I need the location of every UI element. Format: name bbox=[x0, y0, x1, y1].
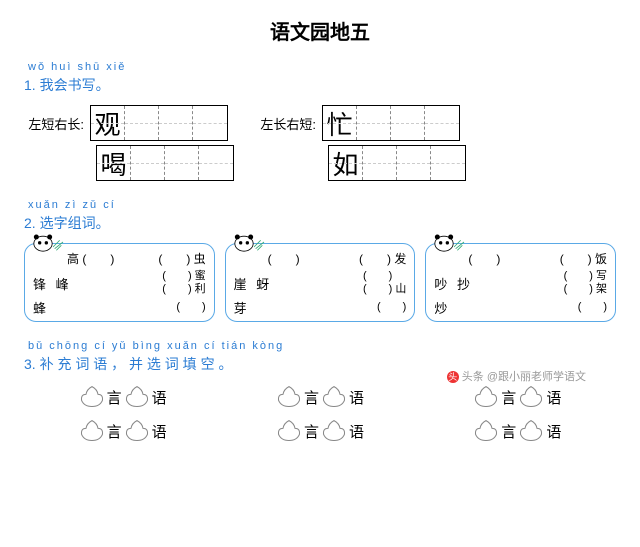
char-cell[interactable]: 观 bbox=[91, 106, 125, 140]
watermark: 头头条 @跟小丽老师学语文 bbox=[447, 368, 586, 384]
idiom-item[interactable]: 言 语 bbox=[276, 384, 364, 410]
idiom-char: 语 bbox=[546, 387, 561, 408]
idiom-column: 言 语 言 语 bbox=[276, 384, 364, 444]
flower-icon bbox=[321, 418, 347, 444]
idiom-item[interactable]: 言 语 bbox=[79, 384, 167, 410]
section-2: xuǎn zì zǔ cí 2. 选字组词。 高 ( ) ( ) 虫 锋 峰 ( … bbox=[24, 199, 616, 322]
char-cell[interactable] bbox=[431, 146, 465, 180]
write-row: 左短右长: 观 左长右短: 忙 bbox=[24, 105, 616, 141]
word-choice-box: ( ) ( ) 发 崖 蚜 ( ) ( ) 山 芽 ( ) bbox=[225, 243, 416, 322]
idiom-char: 语 bbox=[152, 387, 167, 408]
char-cell[interactable] bbox=[199, 146, 233, 180]
flower-icon bbox=[79, 418, 105, 444]
char-grid: 观 bbox=[90, 105, 228, 141]
flower-icon bbox=[276, 418, 302, 444]
hint-left: 左短右长: bbox=[24, 114, 84, 133]
char-cell[interactable] bbox=[165, 146, 199, 180]
section-3: bǔ chōng cí yǔ bìng xuǎn cí tián kòng 3.… bbox=[24, 340, 616, 444]
flower-icon bbox=[321, 384, 347, 410]
char-cell[interactable] bbox=[125, 106, 159, 140]
char-cell[interactable] bbox=[425, 106, 459, 140]
flower-icon bbox=[518, 418, 544, 444]
char-pair: 炒 bbox=[434, 298, 450, 317]
top-word: 高 ( ) bbox=[67, 250, 114, 267]
idiom-char: 言 bbox=[107, 387, 122, 408]
page-title: 语文园地五 bbox=[24, 16, 616, 45]
char-grid: 喝 bbox=[96, 145, 234, 181]
char-pair: 吵 抄 bbox=[434, 274, 473, 293]
idiom-column: 言 语 言 语 bbox=[473, 384, 561, 444]
flower-icon bbox=[124, 418, 150, 444]
section-2-pinyin: xuǎn zì zǔ cí bbox=[28, 199, 616, 211]
write-row: 喝 如 bbox=[24, 145, 616, 181]
char-cell[interactable] bbox=[159, 106, 193, 140]
idiom-char: 言 bbox=[304, 387, 319, 408]
top-word: ( ) bbox=[268, 250, 300, 267]
flower-icon bbox=[473, 384, 499, 410]
top-word: ( ) bbox=[468, 250, 500, 267]
idiom-item[interactable]: 言 语 bbox=[473, 418, 561, 444]
idiom-char: 言 bbox=[304, 421, 319, 442]
idiom-item[interactable]: 言 语 bbox=[473, 384, 561, 410]
watermark-icon: 头 bbox=[447, 371, 459, 383]
char-cell[interactable] bbox=[391, 106, 425, 140]
blank-group[interactable]: ( ) bbox=[578, 301, 607, 314]
char-cell[interactable]: 如 bbox=[329, 146, 363, 180]
top-word: ( ) 发 bbox=[359, 250, 406, 267]
char-cell[interactable] bbox=[193, 106, 227, 140]
top-word: ( ) 饭 bbox=[560, 250, 607, 267]
top-word: ( ) 虫 bbox=[158, 250, 205, 267]
panda-icon bbox=[31, 232, 65, 252]
flower-icon bbox=[518, 384, 544, 410]
blank-group[interactable]: ( ) 写 ( ) 架 bbox=[564, 270, 607, 296]
char-cell[interactable]: 喝 bbox=[97, 146, 131, 180]
idiom-char: 言 bbox=[501, 421, 516, 442]
char-pair: 崖 蚜 bbox=[234, 274, 273, 293]
flower-icon bbox=[473, 418, 499, 444]
flower-icon bbox=[124, 384, 150, 410]
section-1-heading: 1. 我会书写。 bbox=[24, 75, 616, 95]
char-grid: 如 bbox=[328, 145, 466, 181]
hint-right: 左长右短: bbox=[256, 114, 316, 133]
panda-icon bbox=[232, 232, 266, 252]
char-cell[interactable] bbox=[357, 106, 391, 140]
blank-group[interactable]: ( ) ( ) 山 bbox=[363, 270, 406, 296]
blank-group[interactable]: ( ) bbox=[176, 301, 205, 314]
flower-icon bbox=[276, 384, 302, 410]
section-3-pinyin: bǔ chōng cí yǔ bìng xuǎn cí tián kòng bbox=[28, 340, 616, 352]
char-pair: 锋 峰 bbox=[33, 274, 72, 293]
idiom-column: 言 语 言 语 bbox=[79, 384, 167, 444]
watermark-text: 头条 @跟小丽老师学语文 bbox=[462, 371, 586, 383]
char-grid: 忙 bbox=[322, 105, 460, 141]
blank-group[interactable]: ( ) 蜜 ( ) 利 bbox=[162, 270, 205, 296]
char-pair: 蜂 bbox=[33, 298, 49, 317]
idiom-char: 言 bbox=[501, 387, 516, 408]
idiom-item[interactable]: 言 语 bbox=[276, 418, 364, 444]
char-cell[interactable] bbox=[363, 146, 397, 180]
section-1-pinyin: wǒ huì shū xiě bbox=[28, 61, 616, 73]
word-choice-box: 高 ( ) ( ) 虫 锋 峰 ( ) 蜜 ( ) 利 蜂 ( ) bbox=[24, 243, 215, 322]
flower-icon bbox=[79, 384, 105, 410]
idiom-char: 语 bbox=[152, 421, 167, 442]
idiom-char: 语 bbox=[546, 421, 561, 442]
char-cell[interactable]: 忙 bbox=[323, 106, 357, 140]
panda-icon bbox=[432, 232, 466, 252]
char-pair: 芽 bbox=[234, 298, 250, 317]
char-cell[interactable] bbox=[131, 146, 165, 180]
section-1: wǒ huì shū xiě 1. 我会书写。 左短右长: 观 左长右短: 忙 bbox=[24, 61, 616, 181]
idiom-char: 语 bbox=[349, 421, 364, 442]
char-cell[interactable] bbox=[397, 146, 431, 180]
idiom-char: 言 bbox=[107, 421, 122, 442]
section-2-heading: 2. 选字组词。 bbox=[24, 213, 616, 233]
blank-group[interactable]: ( ) bbox=[377, 301, 406, 314]
idiom-item[interactable]: 言 语 bbox=[79, 418, 167, 444]
idiom-char: 语 bbox=[349, 387, 364, 408]
word-choice-box: ( ) ( ) 饭 吵 抄 ( ) 写 ( ) 架 炒 ( ) bbox=[425, 243, 616, 322]
